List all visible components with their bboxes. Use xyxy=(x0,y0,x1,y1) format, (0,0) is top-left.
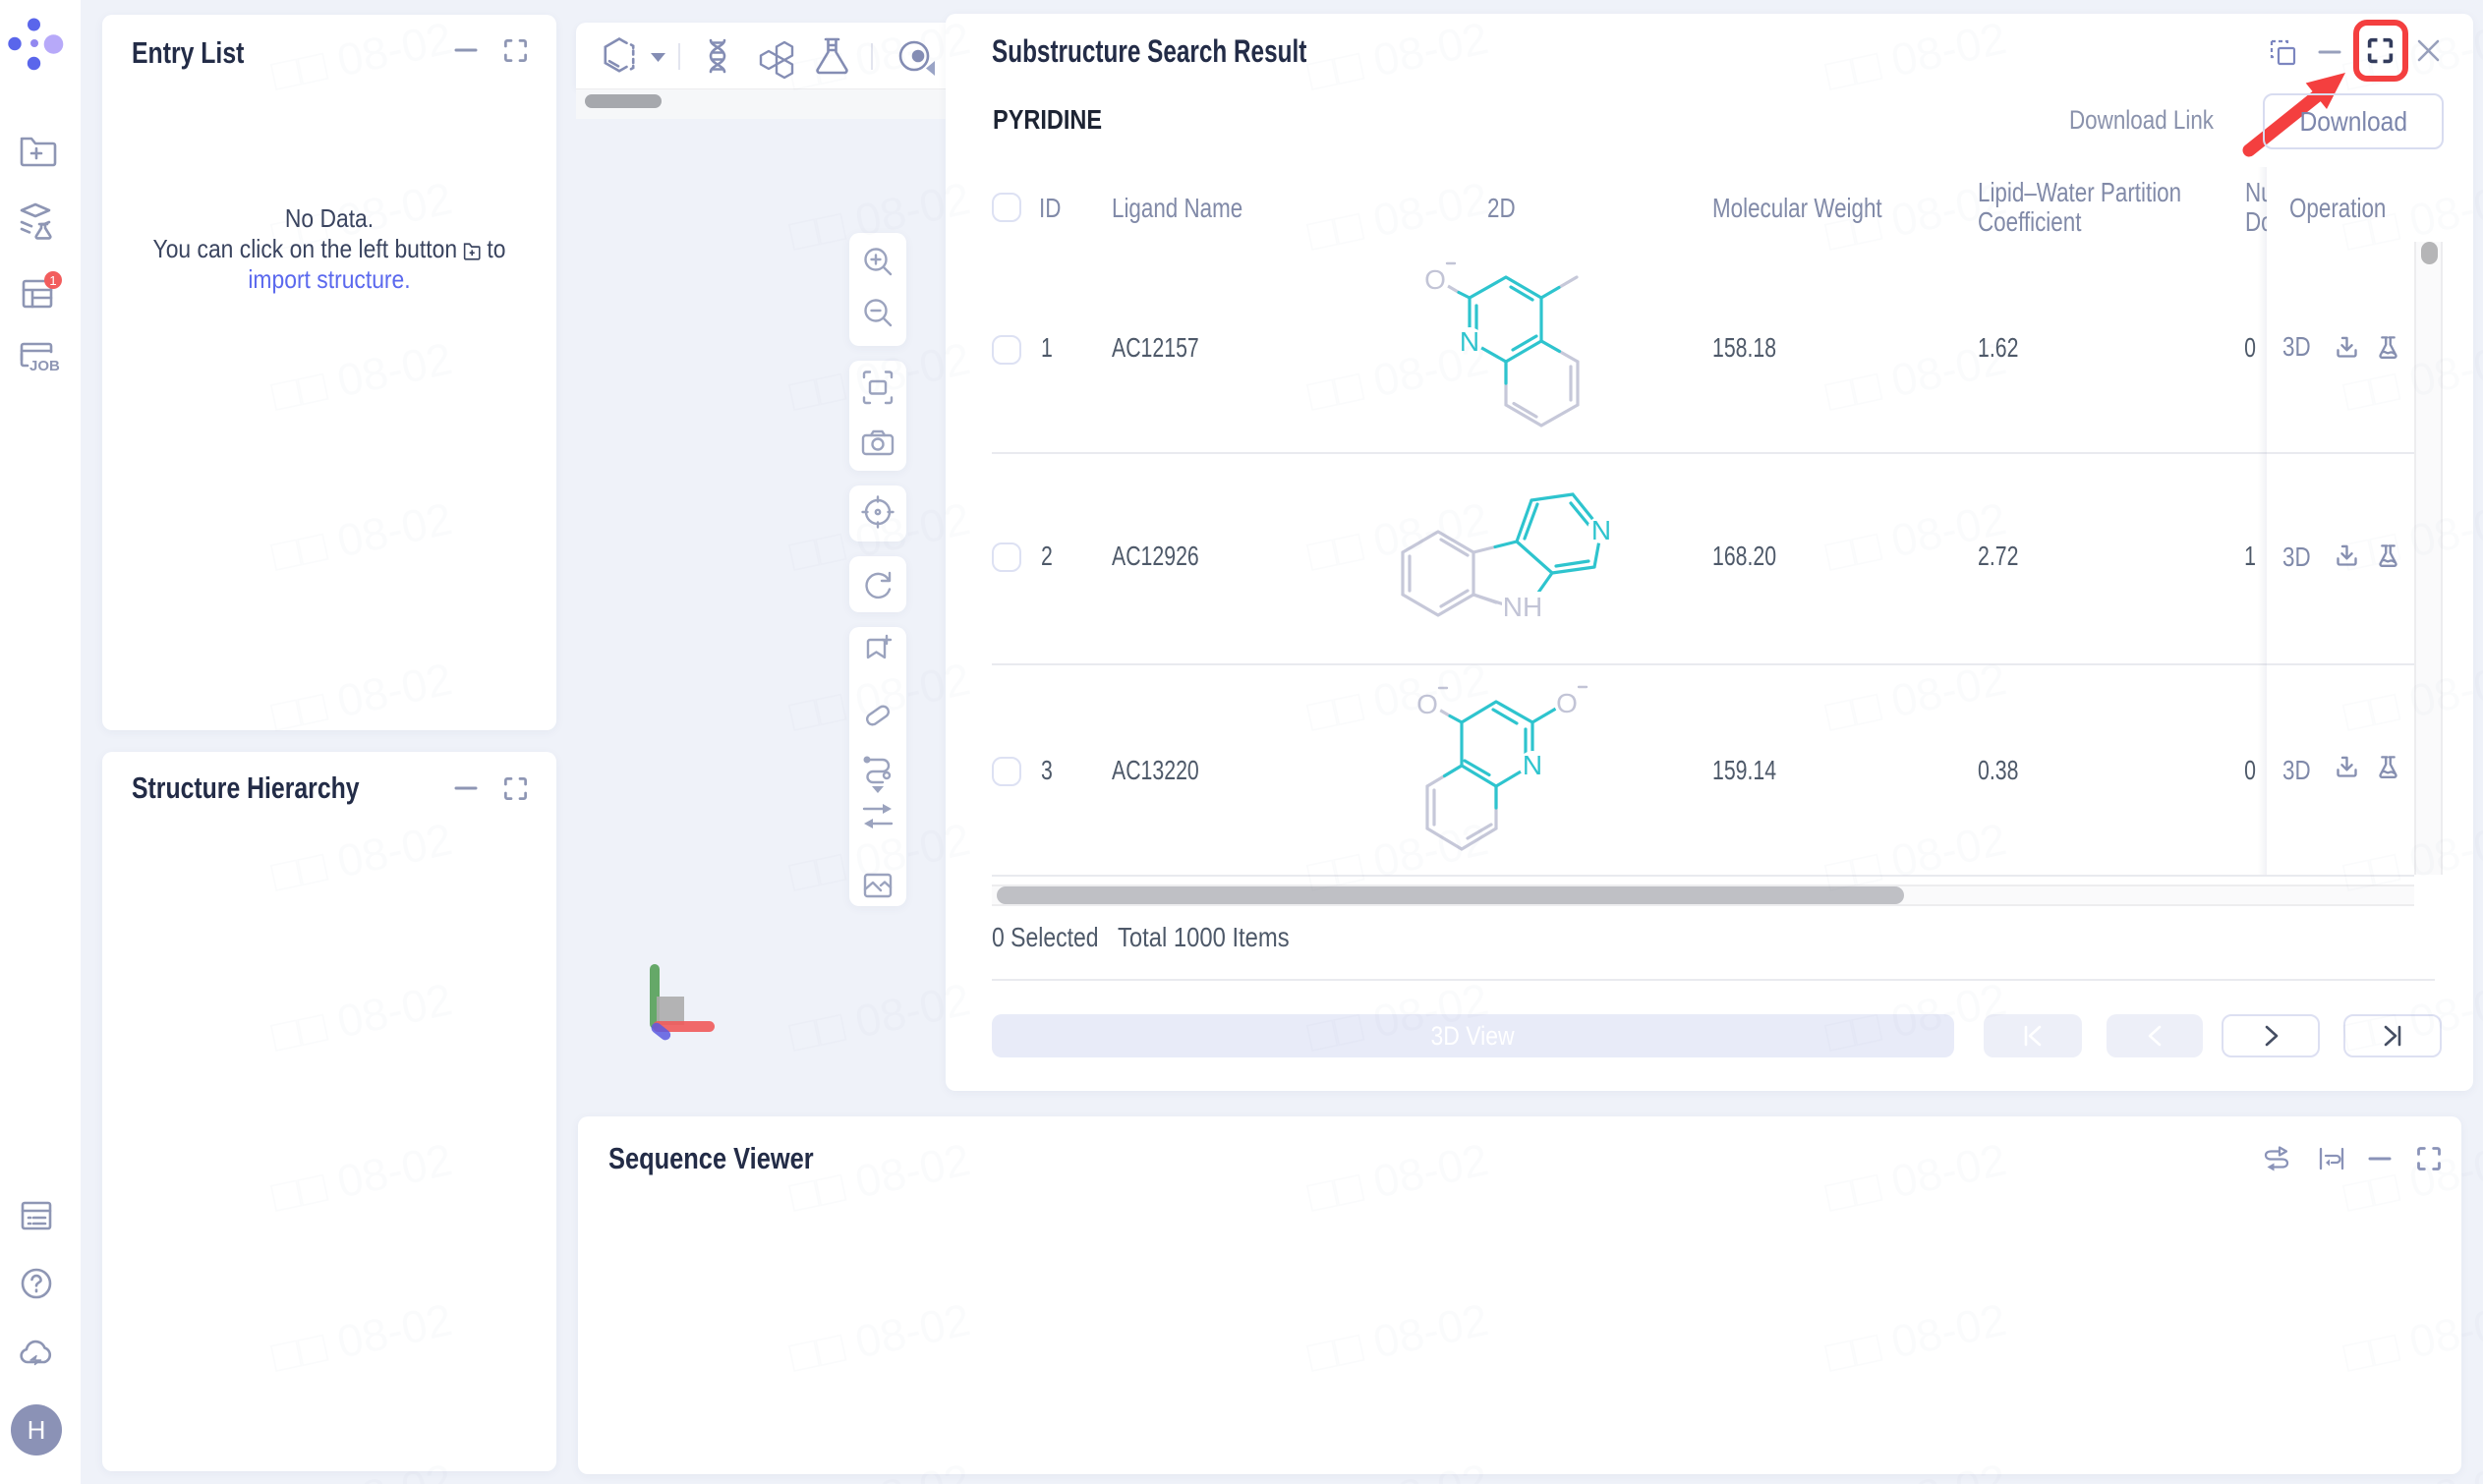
svg-text:N: N xyxy=(1460,326,1479,357)
svg-text:NH: NH xyxy=(1503,592,1542,622)
svg-text:JOB: JOB xyxy=(29,358,60,374)
svg-text:O: O xyxy=(1424,264,1446,295)
svg-text:O: O xyxy=(1556,688,1578,718)
svg-text:N: N xyxy=(1591,515,1611,545)
svg-text:N: N xyxy=(1523,750,1542,780)
svg-text:H: H xyxy=(28,1415,46,1445)
svg-text:O: O xyxy=(1416,689,1438,719)
svg-text:1: 1 xyxy=(49,273,56,288)
